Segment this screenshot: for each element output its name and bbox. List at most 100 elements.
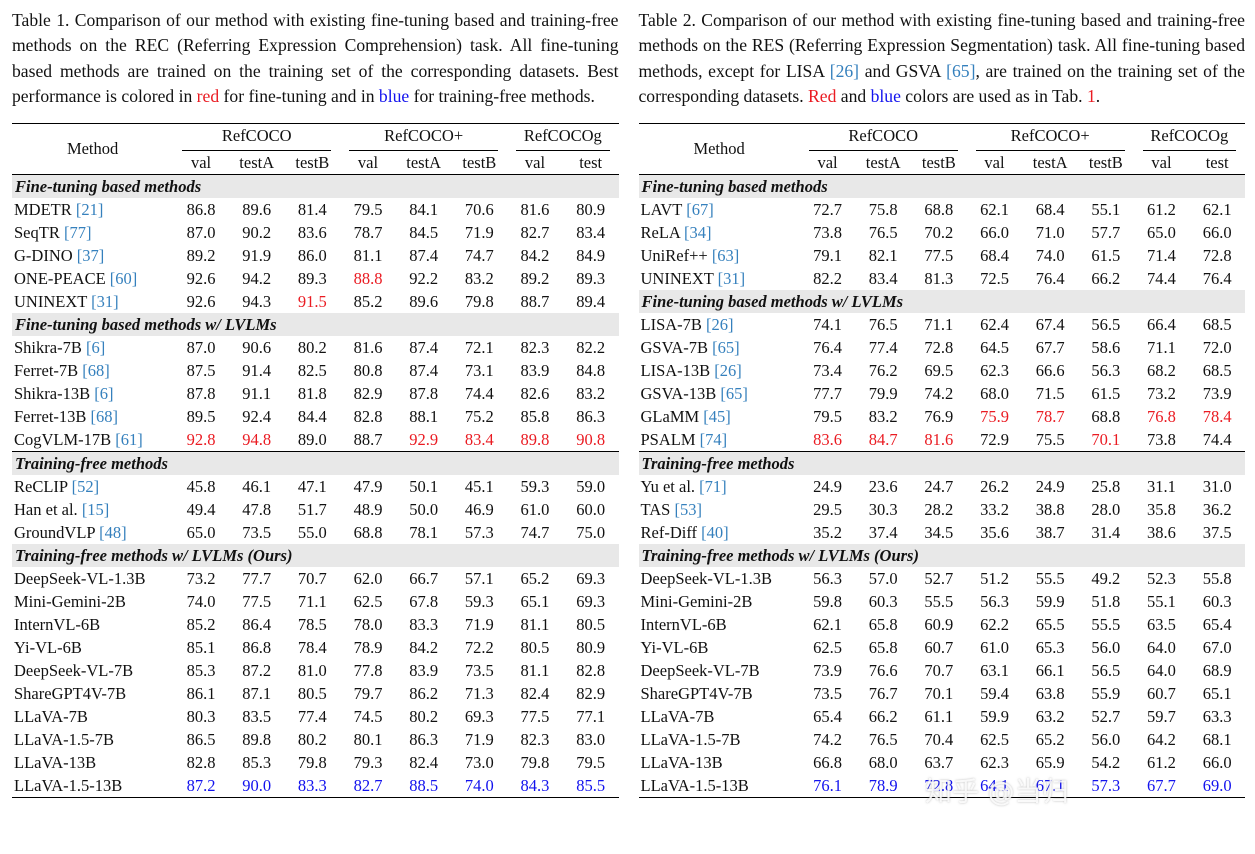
section-title: Fine-tuning based methods (638, 174, 1245, 198)
method-name: LLaVA-1.5-7B (14, 729, 115, 749)
value-cell: 78.9 (868, 775, 898, 795)
value-cell: 82.8 (353, 406, 383, 426)
caption-text: for fine-tuning and in (219, 86, 379, 107)
method-cell: LLaVA-1.5-7B (12, 728, 173, 751)
value-cell: 71.1 (297, 591, 327, 611)
value-cell: 71.9 (464, 614, 494, 634)
value-cell: 84.8 (576, 360, 606, 380)
value-cell: 38.6 (1147, 522, 1176, 542)
value-cell: 77.7 (813, 383, 842, 403)
table-row: LLaVA-7B 80.3 83.5 77.4 74.5 80.2 69.3 77.5 77.1 (12, 705, 619, 728)
value-cell: 87.0 (186, 222, 216, 242)
dataset-group-label: RefCOCO+ (975, 124, 1125, 151)
method-cell: LISA-13B [26] (639, 359, 800, 382)
method-cell: PSALM [74] (639, 428, 800, 452)
caption-blue-text: blue (870, 86, 901, 107)
value-cell: 55.8 (1202, 568, 1232, 588)
table2-res-results: Method RefCOCO RefCOCO+ RefCOCOg val testA tes… (638, 122, 1245, 798)
method-cell: Shikra-7B [6] (12, 336, 173, 359)
value-cell: 73.5 (813, 683, 842, 703)
section-title: Fine-tuning based methods (12, 174, 619, 198)
value-cell: 86.3 (409, 729, 439, 749)
method-column-header: Method (12, 123, 174, 175)
value-cell: 68.0 (868, 752, 898, 772)
method-name: PSALM (640, 429, 700, 449)
value-cell: 65.1 (520, 591, 550, 611)
value-cell: 61.5 (1091, 245, 1121, 265)
value-cell: 70.7 (924, 660, 954, 680)
value-cell: 76.6 (868, 660, 898, 680)
value-cell: 74.5 (353, 706, 383, 726)
value-cell: 91.4 (242, 360, 272, 380)
method-name: GSVA-7B (640, 337, 713, 357)
value-cell: 81.1 (353, 245, 383, 265)
value-cell: 31.1 (1147, 476, 1176, 496)
split-column-header: val (1133, 150, 1190, 175)
citation-link: [68] (90, 406, 119, 426)
value-cell: 82.9 (353, 383, 383, 403)
table-row: ONE-PEACE [60] 92.6 94.2 89.3 88.8 92.2 83.2 89… (12, 267, 619, 290)
method-cell: ReCLIP [52] (12, 475, 173, 498)
method-cell: Shikra-13B [6] (12, 382, 173, 405)
value-cell: 68.9 (1202, 660, 1232, 680)
section-header-row: Training-free methods w/ LVLMs (Ours) (638, 543, 1245, 567)
table-row: MDETR [21] 86.8 89.6 81.4 79.5 84.1 70.6 81.6 80… (12, 198, 619, 221)
value-cell: 51.8 (1091, 591, 1121, 611)
value-cell: 57.3 (1091, 775, 1121, 795)
value-cell: 65.3 (1035, 637, 1065, 657)
value-cell: 92.6 (186, 268, 216, 288)
value-cell: 87.4 (409, 360, 439, 380)
value-cell: 49.2 (1091, 568, 1121, 588)
value-cell: 51.7 (297, 499, 327, 519)
split-column-header: testB (1078, 150, 1134, 175)
table-row: Ferret-13B [68] 89.5 92.4 84.4 82.8 88.1 75.2 8… (12, 405, 619, 428)
value-cell: 79.3 (353, 752, 383, 772)
value-cell: 62.1 (980, 199, 1009, 219)
value-cell: 65.2 (1035, 729, 1065, 749)
method-name: LISA-7B (640, 314, 707, 334)
value-cell: 85.8 (520, 406, 550, 426)
citation-link: [6] (85, 337, 106, 357)
value-cell: 65.4 (813, 706, 842, 726)
value-cell: 65.8 (868, 614, 898, 634)
citation-link: [65] (720, 383, 748, 403)
method-cell: DeepSeek-VL-1.3B (639, 567, 800, 590)
value-cell: 76.9 (924, 406, 954, 426)
value-cell: 81.8 (297, 383, 327, 403)
value-cell: 86.8 (186, 199, 216, 219)
value-cell: 68.8 (924, 199, 954, 219)
value-cell: 85.5 (576, 775, 606, 795)
value-cell: 83.6 (297, 222, 327, 242)
method-cell: GSVA-13B [65] (639, 382, 800, 405)
value-cell: 68.8 (353, 522, 383, 542)
value-cell: 63.1 (980, 660, 1009, 680)
value-cell: 73.9 (1202, 383, 1232, 403)
method-name: GLaMM (640, 406, 704, 426)
table1-panel: Table 1. Comparison of our method with e… (12, 8, 619, 854)
split-column-header: testA (395, 150, 452, 175)
value-cell: 73.2 (1147, 383, 1176, 403)
value-cell: 94.8 (242, 429, 272, 449)
value-cell: 55.1 (1147, 591, 1176, 611)
citation-link: [52] (71, 476, 100, 496)
value-cell: 29.5 (813, 499, 842, 519)
value-cell: 92.6 (186, 291, 216, 311)
method-cell: DeepSeek-VL-7B (639, 659, 800, 682)
value-cell: 63.5 (1147, 614, 1176, 634)
value-cell: 37.4 (868, 522, 898, 542)
value-cell: 74.7 (464, 245, 494, 265)
value-cell: 92.2 (409, 268, 439, 288)
citation-link: [26] (714, 360, 742, 380)
value-cell: 68.5 (1202, 360, 1232, 380)
value-cell: 72.9 (980, 429, 1009, 449)
citation-link: [68] (82, 360, 110, 380)
citation-link: [26] (706, 314, 734, 334)
value-cell: 63.3 (1202, 706, 1232, 726)
value-cell: 46.1 (242, 476, 272, 496)
value-cell: 77.1 (576, 706, 606, 726)
method-cell: UNINEXT [31] (639, 267, 800, 290)
value-cell: 63.2 (1035, 706, 1065, 726)
method-name: G-DINO (14, 245, 77, 265)
caption-text: Table 1. Comparison of our method with e… (12, 10, 619, 107)
value-cell: 82.4 (409, 752, 439, 772)
